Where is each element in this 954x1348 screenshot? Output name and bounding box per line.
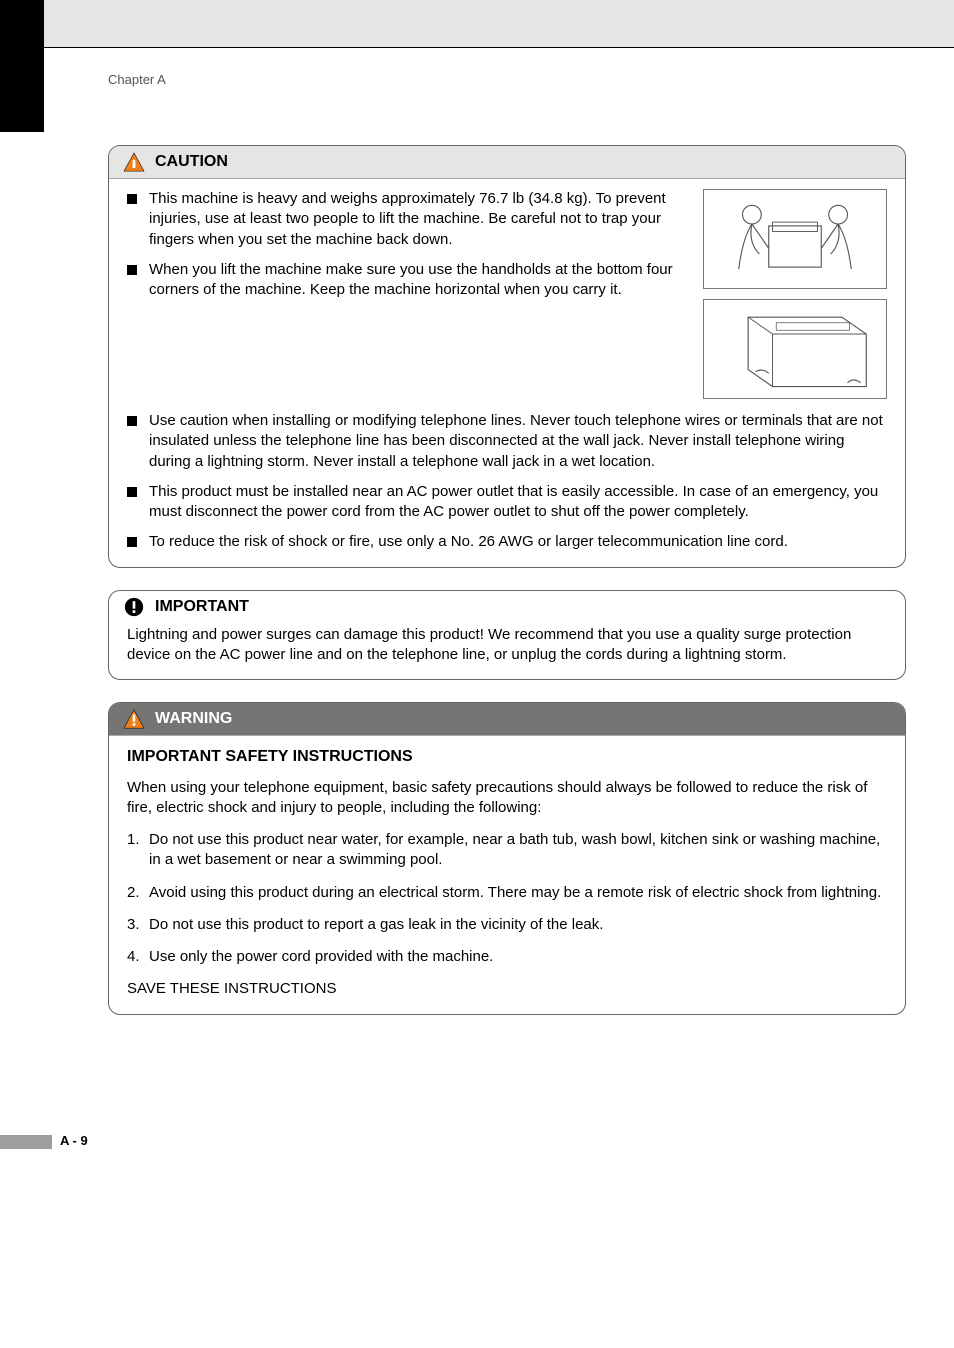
caution-callout: CAUTION This machine is heavy and weighs… — [108, 145, 906, 568]
caution-bullet: This product must be installed near an A… — [127, 482, 887, 523]
top-bar — [0, 0, 954, 48]
important-header: IMPORTANT — [109, 591, 905, 623]
warning-item: Do not use this product near water, for … — [127, 830, 887, 871]
warning-header: WARNING — [109, 703, 905, 736]
important-callout: IMPORTANT Lightning and power surges can… — [108, 590, 906, 681]
warning-callout: WARNING IMPORTANT SAFETY INSTRUCTIONS Wh… — [108, 702, 906, 1015]
caution-body: This machine is heavy and weighs approxi… — [109, 179, 905, 567]
caution-bottom-bullets: Use caution when installing or modifying… — [127, 411, 887, 553]
side-tab — [0, 48, 44, 132]
page-number: A - 9 — [60, 1133, 88, 1148]
page-footer: A - 9 — [0, 1135, 954, 1165]
important-icon — [123, 597, 145, 617]
important-body: Lightning and power surges can damage th… — [109, 623, 905, 680]
caution-images — [703, 189, 887, 399]
warning-heading: IMPORTANT SAFETY INSTRUCTIONS — [127, 746, 887, 768]
caution-top-row: This machine is heavy and weighs approxi… — [127, 189, 887, 399]
page-content: Chapter A CAUTION This machine is heavy … — [0, 48, 954, 1015]
lifting-diagram-icon — [703, 189, 887, 289]
handhold-diagram-icon — [703, 299, 887, 399]
caution-bullet: This machine is heavy and weighs approxi… — [127, 189, 685, 250]
caution-title: CAUTION — [155, 153, 228, 171]
warning-intro: When using your telephone equipment, bas… — [127, 778, 887, 819]
warning-icon — [123, 709, 145, 729]
warning-item: Avoid using this product during an elect… — [127, 883, 887, 903]
caution-bullet: Use caution when installing or modifying… — [127, 411, 887, 472]
footer-bar — [0, 1135, 52, 1149]
caution-top-bullets: This machine is heavy and weighs approxi… — [127, 189, 685, 300]
caution-header: CAUTION — [109, 146, 905, 179]
warning-list: Do not use this product near water, for … — [127, 830, 887, 967]
warning-title: WARNING — [155, 710, 232, 728]
caution-bullet: To reduce the risk of shock or fire, use… — [127, 532, 887, 552]
warning-body: IMPORTANT SAFETY INSTRUCTIONS When using… — [109, 736, 905, 1014]
caution-icon — [123, 152, 145, 172]
warning-item: Do not use this product to report a gas … — [127, 915, 887, 935]
important-text: Lightning and power surges can damage th… — [127, 625, 887, 666]
save-instructions: SAVE THESE INSTRUCTIONS — [127, 979, 887, 999]
warning-item: Use only the power cord provided with th… — [127, 947, 887, 967]
chapter-label: Chapter A — [108, 72, 906, 87]
caution-bullet: When you lift the machine make sure you … — [127, 260, 685, 301]
important-title: IMPORTANT — [155, 598, 249, 616]
